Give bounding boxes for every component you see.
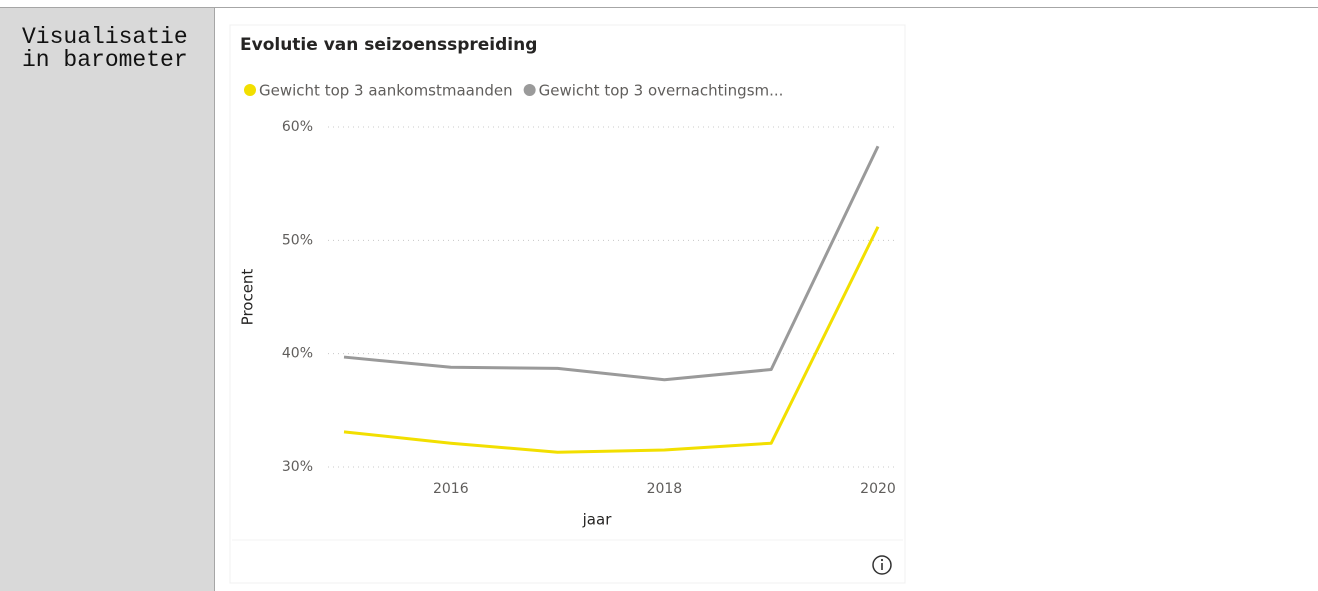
label-cell	[0, 8, 215, 591]
legend-marker	[523, 84, 536, 96]
info-icon-dot	[880, 558, 884, 562]
info-icon[interactable]	[872, 555, 892, 575]
y-tick-label: 50%	[282, 232, 313, 248]
table-border	[0, 7, 1318, 8]
legend-label: Gewicht top 3 overnachtingsm...	[539, 82, 784, 100]
x-tick-label: 2016	[433, 481, 469, 497]
y-tick-label: 40%	[282, 346, 313, 362]
chart-panel	[229, 24, 906, 584]
chart-title: Evolutie van seizoensspreiding	[240, 35, 537, 55]
x-axis-label: jaar	[582, 511, 613, 529]
series-line	[343, 145, 880, 382]
series-line	[343, 226, 880, 454]
cell-label: Visualisatie in barometer	[22, 24, 188, 73]
y-tick-label: 60%	[282, 119, 313, 135]
x-tick-label: 2018	[647, 481, 683, 497]
y-axis-label: Procent	[239, 269, 257, 326]
legend-label: Gewicht top 3 aankomstmaanden	[259, 82, 513, 100]
legend-marker	[244, 84, 256, 96]
x-tick-label: 2020	[860, 481, 896, 497]
y-tick-label: 30%	[282, 459, 313, 475]
